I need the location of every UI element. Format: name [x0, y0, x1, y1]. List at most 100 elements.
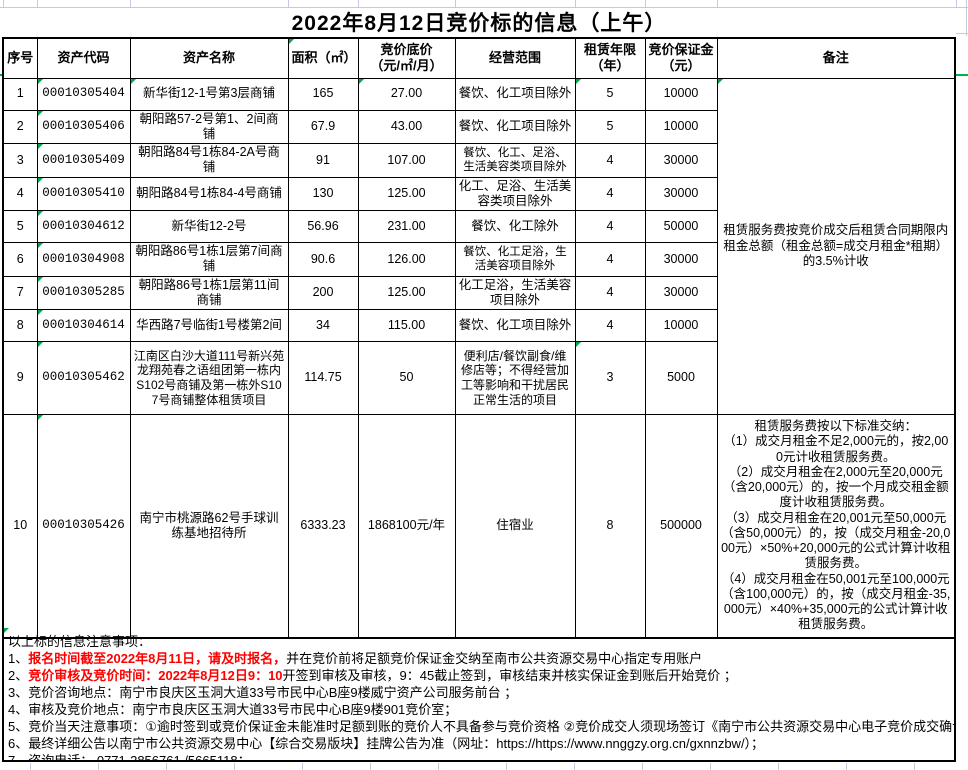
cell-seq[interactable]: 2 — [2, 109, 38, 144]
cell-price[interactable]: 27.00 — [357, 77, 456, 111]
cell-scope[interactable]: 餐饮、化工项目除外 — [454, 309, 576, 342]
cell-price[interactable]: 231.00 — [357, 210, 456, 243]
cell-name[interactable]: 朝阳路57-2号第1、2间商铺 — [129, 109, 289, 144]
cell-scope[interactable]: 化工足浴，生活美容项目除外 — [454, 275, 576, 310]
header-term[interactable]: 租赁年限 （年） — [574, 37, 646, 79]
cell-deposit[interactable]: 30000 — [644, 275, 718, 310]
cell-scope[interactable]: 餐饮、化工除外 — [454, 210, 576, 243]
cell-seq[interactable]: 3 — [2, 143, 38, 178]
cell-scope[interactable]: 餐饮、化工、足浴、生活美容类项目除外 — [454, 143, 576, 178]
cell-code[interactable]: 00010304612 — [36, 210, 131, 243]
header-scope[interactable]: 经营范围 — [454, 37, 576, 79]
cell-deposit[interactable]: 30000 — [644, 176, 718, 211]
cell-area[interactable]: 6333.23 — [287, 414, 359, 638]
cell-deposit[interactable]: 30000 — [644, 143, 718, 178]
cell-seq[interactable]: 8 — [2, 309, 38, 342]
cell-scope[interactable]: 化工、足浴、生活美容类项目除外 — [454, 176, 576, 211]
cell-price[interactable]: 115.00 — [357, 309, 456, 342]
cell-name[interactable]: 新华街12-2号 — [129, 210, 289, 243]
cell-price[interactable]: 125.00 — [357, 176, 456, 211]
cell-area[interactable]: 90.6 — [287, 242, 359, 277]
cell-seq[interactable]: 10 — [2, 414, 38, 638]
cell-remark-row10[interactable]: 租赁服务费按以下标准交纳： （1）成交月租金不足2,000元的，按2,000元计… — [716, 414, 956, 638]
cell-area[interactable]: 34 — [287, 309, 359, 342]
cell-seq[interactable]: 4 — [2, 176, 38, 211]
cell-price[interactable]: 43.00 — [357, 109, 456, 144]
cell-deposit[interactable]: 50000 — [644, 210, 718, 243]
cell-term[interactable]: 5 — [574, 77, 646, 111]
cell-name[interactable]: 朝阳路84号1栋84-2A号商铺 — [129, 143, 289, 178]
header-area[interactable]: 面积（㎡） — [287, 37, 359, 79]
cell-code[interactable]: 00010305285 — [36, 275, 131, 310]
cell-term[interactable]: 4 — [574, 210, 646, 243]
header-seq[interactable]: 序号 — [2, 37, 38, 79]
cell-area[interactable]: 130 — [287, 176, 359, 211]
cell-code[interactable]: 00010305426 — [36, 414, 131, 638]
page-title[interactable]: 2022年8月12日竞价标的信息（上午） — [291, 11, 667, 35]
sheet-gridline-right-margin — [956, 33, 968, 34]
cell-scope[interactable]: 餐饮、化工项目除外 — [454, 77, 576, 111]
cell-name[interactable]: 朝阳路86号1栋1层第11间商铺 — [129, 275, 289, 310]
cell-scope[interactable]: 便利店/餐饮副食/维修店等；不得经营加工等影响和干扰居民正常生活的项目 — [454, 341, 576, 415]
cell-seq[interactable]: 6 — [2, 242, 38, 277]
cell-name[interactable]: 朝阳路84号1栋84-4号商铺 — [129, 176, 289, 211]
cell-price[interactable]: 126.00 — [357, 242, 456, 277]
cell-price[interactable]: 1868100元/年 — [357, 414, 456, 638]
cell-scope[interactable]: 餐饮、化工足浴，生活美容项目除外 — [454, 242, 576, 277]
cell-code[interactable]: 00010305406 — [36, 109, 131, 144]
cell-term[interactable]: 8 — [574, 414, 646, 638]
sheet-gridline-tick — [234, 763, 235, 770]
cell-price[interactable]: 125.00 — [357, 275, 456, 310]
cell-area[interactable]: 165 — [287, 77, 359, 111]
cell-term[interactable]: 3 — [574, 341, 646, 415]
cell-area[interactable]: 56.96 — [287, 210, 359, 243]
cell-name[interactable]: 华西路7号临街1号楼第2间 — [129, 309, 289, 342]
cell-seq[interactable]: 9 — [2, 341, 38, 415]
header-code[interactable]: 资产代码 — [36, 37, 131, 79]
header-remark[interactable]: 备注 — [716, 37, 956, 79]
notes-block[interactable]: 以上标的信息注意事项： 1、报名时间截至2022年8月11日，请及时报名，并在竞… — [2, 628, 956, 762]
cell-deposit[interactable]: 10000 — [644, 77, 718, 111]
cell-area[interactable]: 91 — [287, 143, 359, 178]
note-item-6: 6、最终详细公告以南宁市公共资源交易中心【综合交易版块】挂牌公告为准（网址：ht… — [8, 735, 952, 752]
table-row: 10 00010305426 南宁市桃源路62号手球训练基地招待所 6333.2… — [2, 414, 956, 638]
cell-code[interactable]: 00010305409 — [36, 143, 131, 178]
cell-term[interactable]: 4 — [574, 242, 646, 277]
cell-price[interactable]: 107.00 — [357, 143, 456, 178]
cell-price[interactable]: 50 — [357, 341, 456, 415]
cell-deposit[interactable]: 10000 — [644, 109, 718, 144]
cell-term[interactable]: 4 — [574, 176, 646, 211]
cell-name[interactable]: 新华街12-1号第3层商铺 — [129, 77, 289, 111]
cell-code[interactable]: 00010305462 — [36, 341, 131, 415]
cell-term[interactable]: 4 — [574, 309, 646, 342]
cell-deposit[interactable]: 500000 — [644, 414, 718, 638]
cell-seq[interactable]: 7 — [2, 275, 38, 310]
cell-code[interactable]: 00010304614 — [36, 309, 131, 342]
cell-deposit[interactable]: 10000 — [644, 309, 718, 342]
cell-code[interactable]: 00010305410 — [36, 176, 131, 211]
cell-area[interactable]: 114.75 — [287, 341, 359, 415]
cell-deposit[interactable]: 30000 — [644, 242, 718, 277]
header-deposit[interactable]: 竞价保证金 （元） — [644, 37, 718, 79]
cell-code-text: 00010305409 — [42, 152, 125, 167]
cell-area[interactable]: 67.9 — [287, 109, 359, 144]
header-price[interactable]: 竞价底价 （元/㎡/月） — [357, 37, 456, 79]
cell-term[interactable]: 4 — [574, 275, 646, 310]
cell-remark-merged[interactable]: 租赁服务费按竞价成交后租赁合同期限内租金总额（租金总额=成交月租金*租期）的3.… — [716, 77, 956, 415]
header-name[interactable]: 资产名称 — [129, 37, 289, 79]
cell-scope[interactable]: 餐饮、化工项目除外 — [454, 109, 576, 144]
cell-name[interactable]: 朝阳路86号1栋1层第7间商铺 — [129, 242, 289, 277]
cell-scope[interactable]: 住宿业 — [454, 414, 576, 638]
note-red-text: 竞价审核及竞价时间：2022年8月12日9：10 — [28, 668, 283, 683]
cell-code[interactable]: 00010304908 — [36, 242, 131, 277]
cell-seq[interactable]: 5 — [2, 210, 38, 243]
cell-deposit[interactable]: 5000 — [644, 341, 718, 415]
cell-seq[interactable]: 1 — [2, 77, 38, 111]
cell-area[interactable]: 200 — [287, 275, 359, 310]
cell-name[interactable]: 南宁市桃源路62号手球训练基地招待所 — [129, 414, 289, 638]
cell-name[interactable]: 江南区白沙大道111号新兴苑龙翔苑春之语组团第一栋内S102号商铺及第一栋外S1… — [129, 341, 289, 415]
cell-term[interactable]: 5 — [574, 109, 646, 144]
cell-code[interactable]: 00010305404 — [36, 77, 131, 111]
table-row: 4 00010305410 朝阳路84号1栋84-4号商铺 130 125.00… — [2, 176, 955, 211]
cell-term[interactable]: 4 — [574, 143, 646, 178]
